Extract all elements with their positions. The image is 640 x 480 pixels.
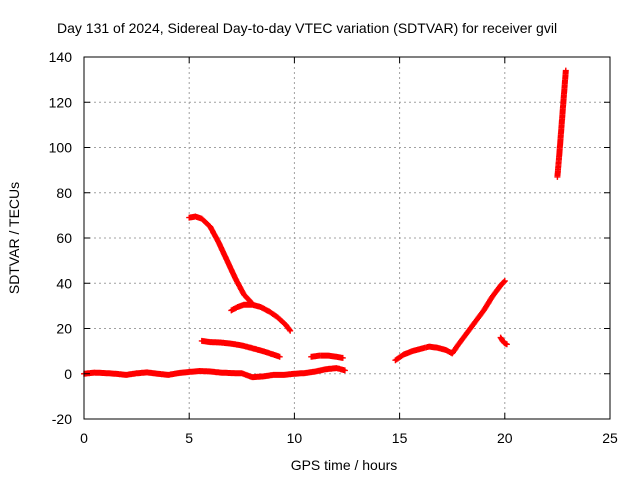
series-markers [81,365,348,381]
series-short-arc [308,352,346,361]
axis-ticks [83,56,611,420]
series-markers [554,67,569,180]
tick-labels: 0 5 10 15 20 25 -20 0 20 40 60 80 100 120 140 [49,49,618,446]
data-series [81,67,569,381]
series-evening-tail [497,334,510,348]
series-markers [228,301,294,334]
y-tick-label: 100 [49,140,73,156]
y-tick-label: 120 [49,94,73,110]
y-tick-label: 40 [56,275,72,291]
series-markers [497,334,510,348]
grid-lines [84,57,610,419]
y-tick-label: 140 [49,49,73,65]
series-baseline-arc [81,365,348,381]
x-tick-label: 10 [287,430,303,446]
x-tick-label: 0 [80,430,88,446]
y-tick-label: 80 [56,185,72,201]
y-axis-label: SDTVAR / TECUs [6,182,22,294]
series-lower-middle-arc [198,337,283,360]
x-tick-label: 25 [602,430,618,446]
series-upper-middle-arc [228,301,294,334]
series-markers [186,213,256,307]
series-markers [198,337,283,360]
y-tick-label: 60 [56,230,72,246]
series-evening-arc [392,278,508,364]
y-tick-label: 0 [64,366,72,382]
series-late-steep-arc [554,67,569,180]
series-markers [392,278,508,364]
plot-frame [83,56,611,420]
x-tick-label: 20 [497,430,513,446]
chart-title: Day 131 of 2024, Sidereal Day-to-day VTE… [57,20,557,36]
x-axis-label: GPS time / hours [291,457,398,473]
x-tick-label: 15 [392,430,408,446]
series-markers [308,352,346,361]
series-descending-arc [186,213,256,307]
x-tick-label: 5 [185,430,193,446]
y-tick-label: 20 [56,321,72,337]
y-tick-label: -20 [52,411,72,427]
